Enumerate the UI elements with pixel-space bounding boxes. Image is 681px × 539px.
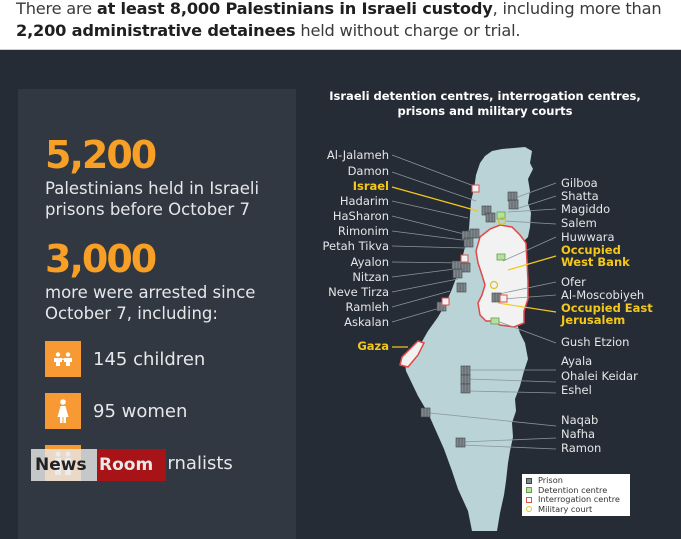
label-occupied-west-bank: Occupied West Bank — [561, 244, 630, 268]
label-hadarim: Hadarim — [339, 194, 389, 208]
map-title-line: prisons and military courts — [397, 104, 573, 118]
stat-5200: 5,200 — [45, 133, 157, 177]
military-court-icon — [526, 506, 532, 513]
label-line: Occupied — [561, 243, 621, 257]
children-label: 145 children — [93, 348, 206, 370]
label-israel: Israel — [352, 179, 389, 193]
children-stat: 145 children — [45, 341, 205, 377]
header-text-part: held without charge or trial. — [295, 21, 521, 40]
label-askalan: Askalan — [344, 315, 389, 329]
label-ayalon: Ayalon — [350, 255, 389, 269]
label-neve-tirza: Neve Tirza — [328, 285, 389, 299]
legend-prison: Prison — [526, 475, 630, 486]
label-line: Jerusalem — [561, 313, 626, 327]
newsroom-watermark: News Room — [31, 449, 166, 481]
military-court-markers — [489, 216, 507, 290]
stat-3000: 3,000 — [45, 237, 157, 281]
prison-markers — [420, 191, 519, 448]
watermark-room: Room — [97, 449, 166, 481]
header-text-part: There are — [16, 0, 97, 18]
desc-line: prisons before October 7 — [45, 200, 250, 219]
label-salem: Salem — [561, 216, 597, 230]
header: There are at least 8,000 Palestinians in… — [0, 0, 681, 50]
label-rimonim: Rimonim — [337, 224, 389, 238]
label-eshel: Eshel — [561, 383, 592, 397]
interrogation-markers — [441, 184, 508, 306]
label-damon: Damon — [347, 164, 389, 178]
label-ohalei-keidar: Ohalei Keidar — [561, 369, 638, 383]
desc-line: Palestinians held in Israeli — [45, 179, 260, 198]
legend-detention: Detention centre — [526, 484, 630, 496]
detention-centre-icon — [526, 487, 532, 494]
header-bold-custody: at least 8,000 Palestinians in Israeli c… — [96, 0, 493, 18]
label-petah-tikva: Petah Tikva — [322, 239, 389, 253]
prison-icon — [526, 477, 532, 484]
legend-label: Military court — [538, 503, 593, 514]
infographic: 5,200 Palestinians held in Israeli priso… — [0, 51, 681, 539]
interrogation-centre-icon — [526, 496, 532, 503]
label-ramleh: Ramleh — [345, 300, 389, 314]
label-line: Occupied East — [561, 301, 653, 315]
header-text-part: , including more than — [492, 0, 662, 18]
west-bank-region — [475, 224, 529, 328]
women-stat: 95 women — [45, 393, 187, 429]
label-line: West Bank — [561, 255, 630, 269]
gaza-region — [399, 340, 426, 368]
header-text: There are at least 8,000 Palestinians in… — [16, 0, 676, 42]
legend-label: Prison — [538, 475, 563, 485]
legend-label: Detention centre — [538, 484, 608, 495]
stat-5200-desc: Palestinians held in Israeli prisons bef… — [45, 178, 259, 220]
label-magiddo: Magiddo — [561, 202, 611, 216]
women-label: 95 women — [93, 400, 188, 422]
detention-markers — [490, 211, 506, 325]
legend-interrogation: Interrogation centre — [526, 494, 630, 505]
label-ayala: Ayala — [561, 354, 593, 368]
watermark-news: News — [31, 449, 97, 481]
label-hasharon: HaSharon — [332, 209, 389, 223]
label-nafha: Nafha — [561, 427, 596, 441]
desc-line: more were arrested since — [45, 283, 256, 302]
children-icon — [45, 341, 81, 377]
label-al-jalameh: Al-Jalameh — [326, 148, 389, 162]
map-title: Israeli detention centres, interrogation… — [325, 89, 645, 119]
label-naqab: Naqab — [561, 413, 599, 427]
header-bold-detainees: 2,200 administrative detainees — [16, 21, 296, 40]
legend-military-court: Military court — [526, 503, 630, 515]
label-gilboa: Gilboa — [561, 176, 598, 190]
desc-line: October 7, including: — [45, 304, 218, 323]
map-title-line: Israeli detention centres, interrogation… — [329, 89, 641, 103]
label-gaza: Gaza — [357, 339, 389, 353]
stat-3000-desc: more were arrested since October 7, incl… — [45, 282, 255, 324]
map-legend: Prison Detention centre Interrogation ce… — [522, 474, 630, 516]
label-gush-etzion: Gush Etzion — [561, 335, 630, 349]
label-huwwara: Huwwara — [561, 230, 615, 244]
legend-label: Interrogation centre — [538, 494, 620, 504]
label-nitzan: Nitzan — [352, 270, 389, 284]
label-ramon: Ramon — [561, 441, 602, 455]
label-shatta: Shatta — [561, 189, 599, 203]
woman-icon — [45, 393, 81, 429]
map — [391, 147, 557, 531]
label-ofer: Ofer — [561, 275, 586, 289]
label-al-moscobiyeh: Al-Moscobiyeh — [561, 288, 645, 302]
label-occupied-east-jerusalem: Occupied East Jerusalem — [561, 302, 653, 326]
